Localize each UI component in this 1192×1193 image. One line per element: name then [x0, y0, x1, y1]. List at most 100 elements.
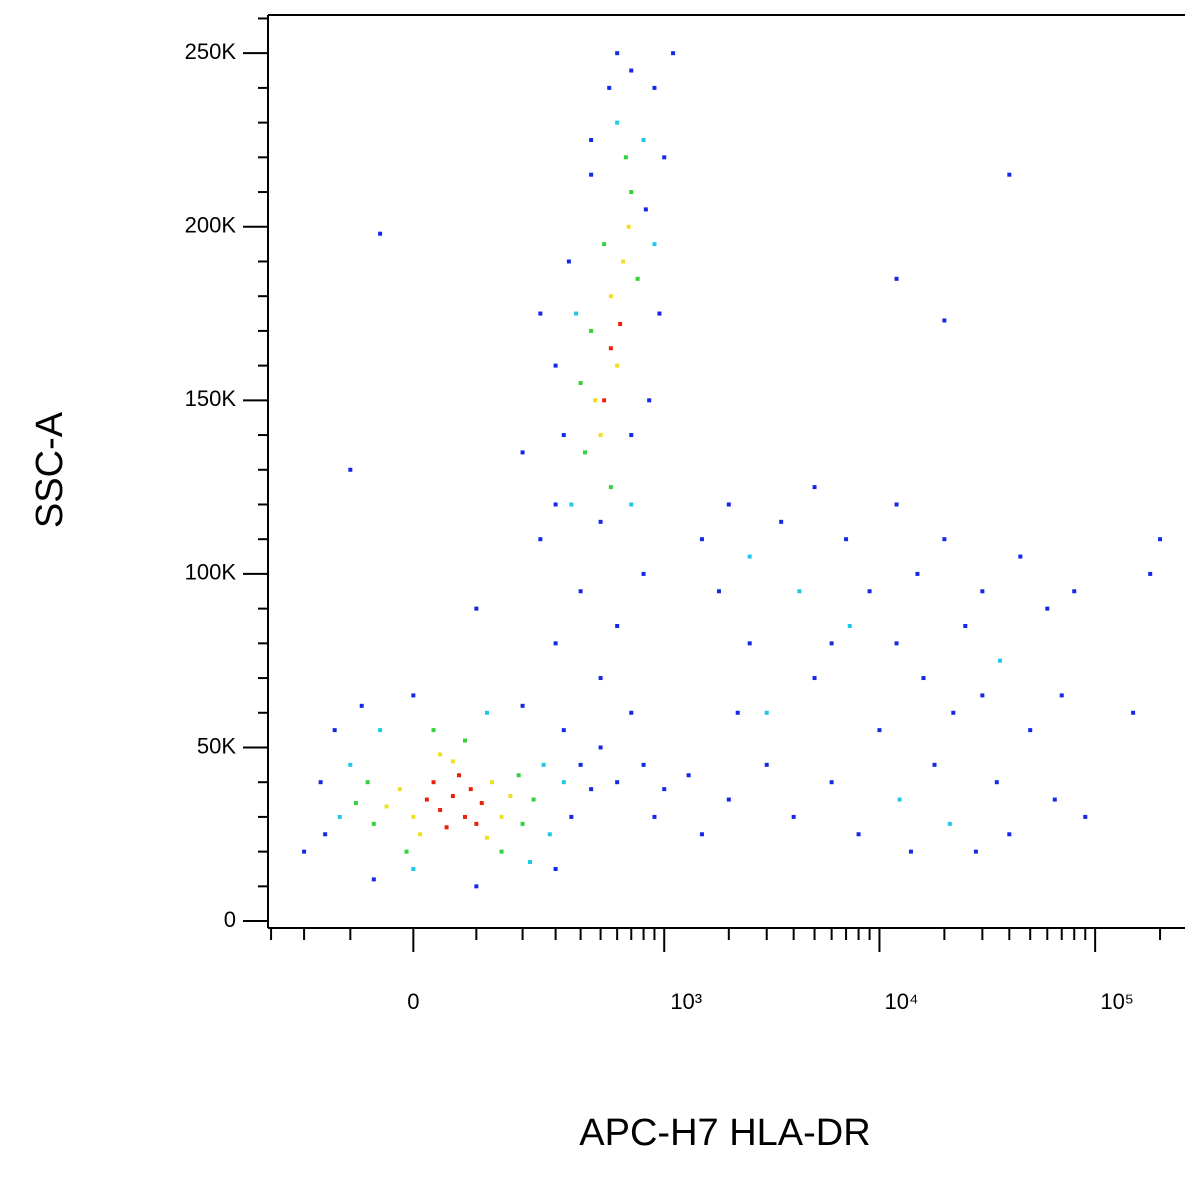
- point: [528, 860, 533, 865]
- point: [623, 155, 628, 160]
- point: [378, 231, 383, 236]
- point: [652, 242, 657, 247]
- point: [520, 821, 525, 826]
- point: [812, 485, 817, 490]
- point: [942, 537, 947, 542]
- point: [553, 866, 558, 871]
- x-tick-label: 10⁴: [884, 989, 918, 1014]
- point: [411, 814, 416, 819]
- point: [726, 797, 731, 802]
- point: [561, 780, 566, 785]
- point: [844, 537, 849, 542]
- point: [615, 120, 620, 125]
- point: [598, 433, 603, 438]
- point: [686, 773, 691, 778]
- point: [764, 710, 769, 715]
- point: [569, 502, 574, 507]
- point: [431, 728, 436, 733]
- point: [662, 787, 667, 792]
- point: [621, 259, 626, 264]
- point: [797, 589, 802, 594]
- point: [643, 207, 648, 212]
- point: [779, 519, 784, 524]
- point: [484, 710, 489, 715]
- point: [553, 363, 558, 368]
- point: [598, 676, 603, 681]
- point: [629, 190, 634, 195]
- point: [561, 433, 566, 438]
- point: [829, 641, 834, 646]
- point: [641, 137, 646, 142]
- point: [538, 311, 543, 316]
- point: [397, 787, 402, 792]
- point: [589, 328, 594, 333]
- point: [589, 172, 594, 177]
- point: [629, 710, 634, 715]
- point: [431, 780, 436, 785]
- point: [615, 363, 620, 368]
- point: [490, 780, 495, 785]
- point: [462, 814, 467, 819]
- point: [716, 589, 721, 594]
- point: [1028, 728, 1033, 733]
- point: [963, 623, 968, 628]
- point: [547, 832, 552, 837]
- point: [699, 832, 704, 837]
- point: [856, 832, 861, 837]
- point: [897, 797, 902, 802]
- point: [484, 835, 489, 840]
- point: [578, 762, 583, 767]
- point: [1072, 589, 1077, 594]
- point: [450, 759, 455, 764]
- y-axis-title: SSC-A: [29, 411, 71, 528]
- point: [615, 780, 620, 785]
- point: [444, 825, 449, 830]
- point: [615, 51, 620, 56]
- point: [508, 794, 513, 799]
- point: [1158, 537, 1163, 542]
- point: [318, 780, 323, 785]
- point: [847, 623, 852, 628]
- point: [561, 728, 566, 733]
- point: [608, 485, 613, 490]
- point: [531, 797, 536, 802]
- point: [652, 814, 657, 819]
- point: [980, 693, 985, 698]
- point: [574, 311, 579, 316]
- point: [932, 762, 937, 767]
- point: [569, 814, 574, 819]
- point: [942, 318, 947, 323]
- point: [499, 814, 504, 819]
- point: [378, 728, 383, 733]
- point: [411, 693, 416, 698]
- point: [973, 849, 978, 854]
- point: [915, 571, 920, 576]
- point: [1059, 693, 1064, 698]
- point: [578, 589, 583, 594]
- point: [1007, 832, 1012, 837]
- point: [566, 259, 571, 264]
- point: [337, 814, 342, 819]
- point: [348, 467, 353, 472]
- point: [474, 606, 479, 611]
- point: [657, 311, 662, 316]
- point: [589, 787, 594, 792]
- point: [578, 380, 583, 385]
- point: [538, 537, 543, 542]
- point: [516, 773, 521, 778]
- point: [468, 787, 473, 792]
- point: [1148, 571, 1153, 576]
- point: [894, 502, 899, 507]
- point: [607, 85, 612, 90]
- point: [997, 658, 1002, 663]
- point: [894, 276, 899, 281]
- point: [384, 804, 389, 809]
- point: [629, 68, 634, 73]
- point: [589, 137, 594, 142]
- point: [615, 623, 620, 628]
- point: [1045, 606, 1050, 611]
- point: [618, 321, 623, 326]
- point: [332, 728, 337, 733]
- point: [699, 537, 704, 542]
